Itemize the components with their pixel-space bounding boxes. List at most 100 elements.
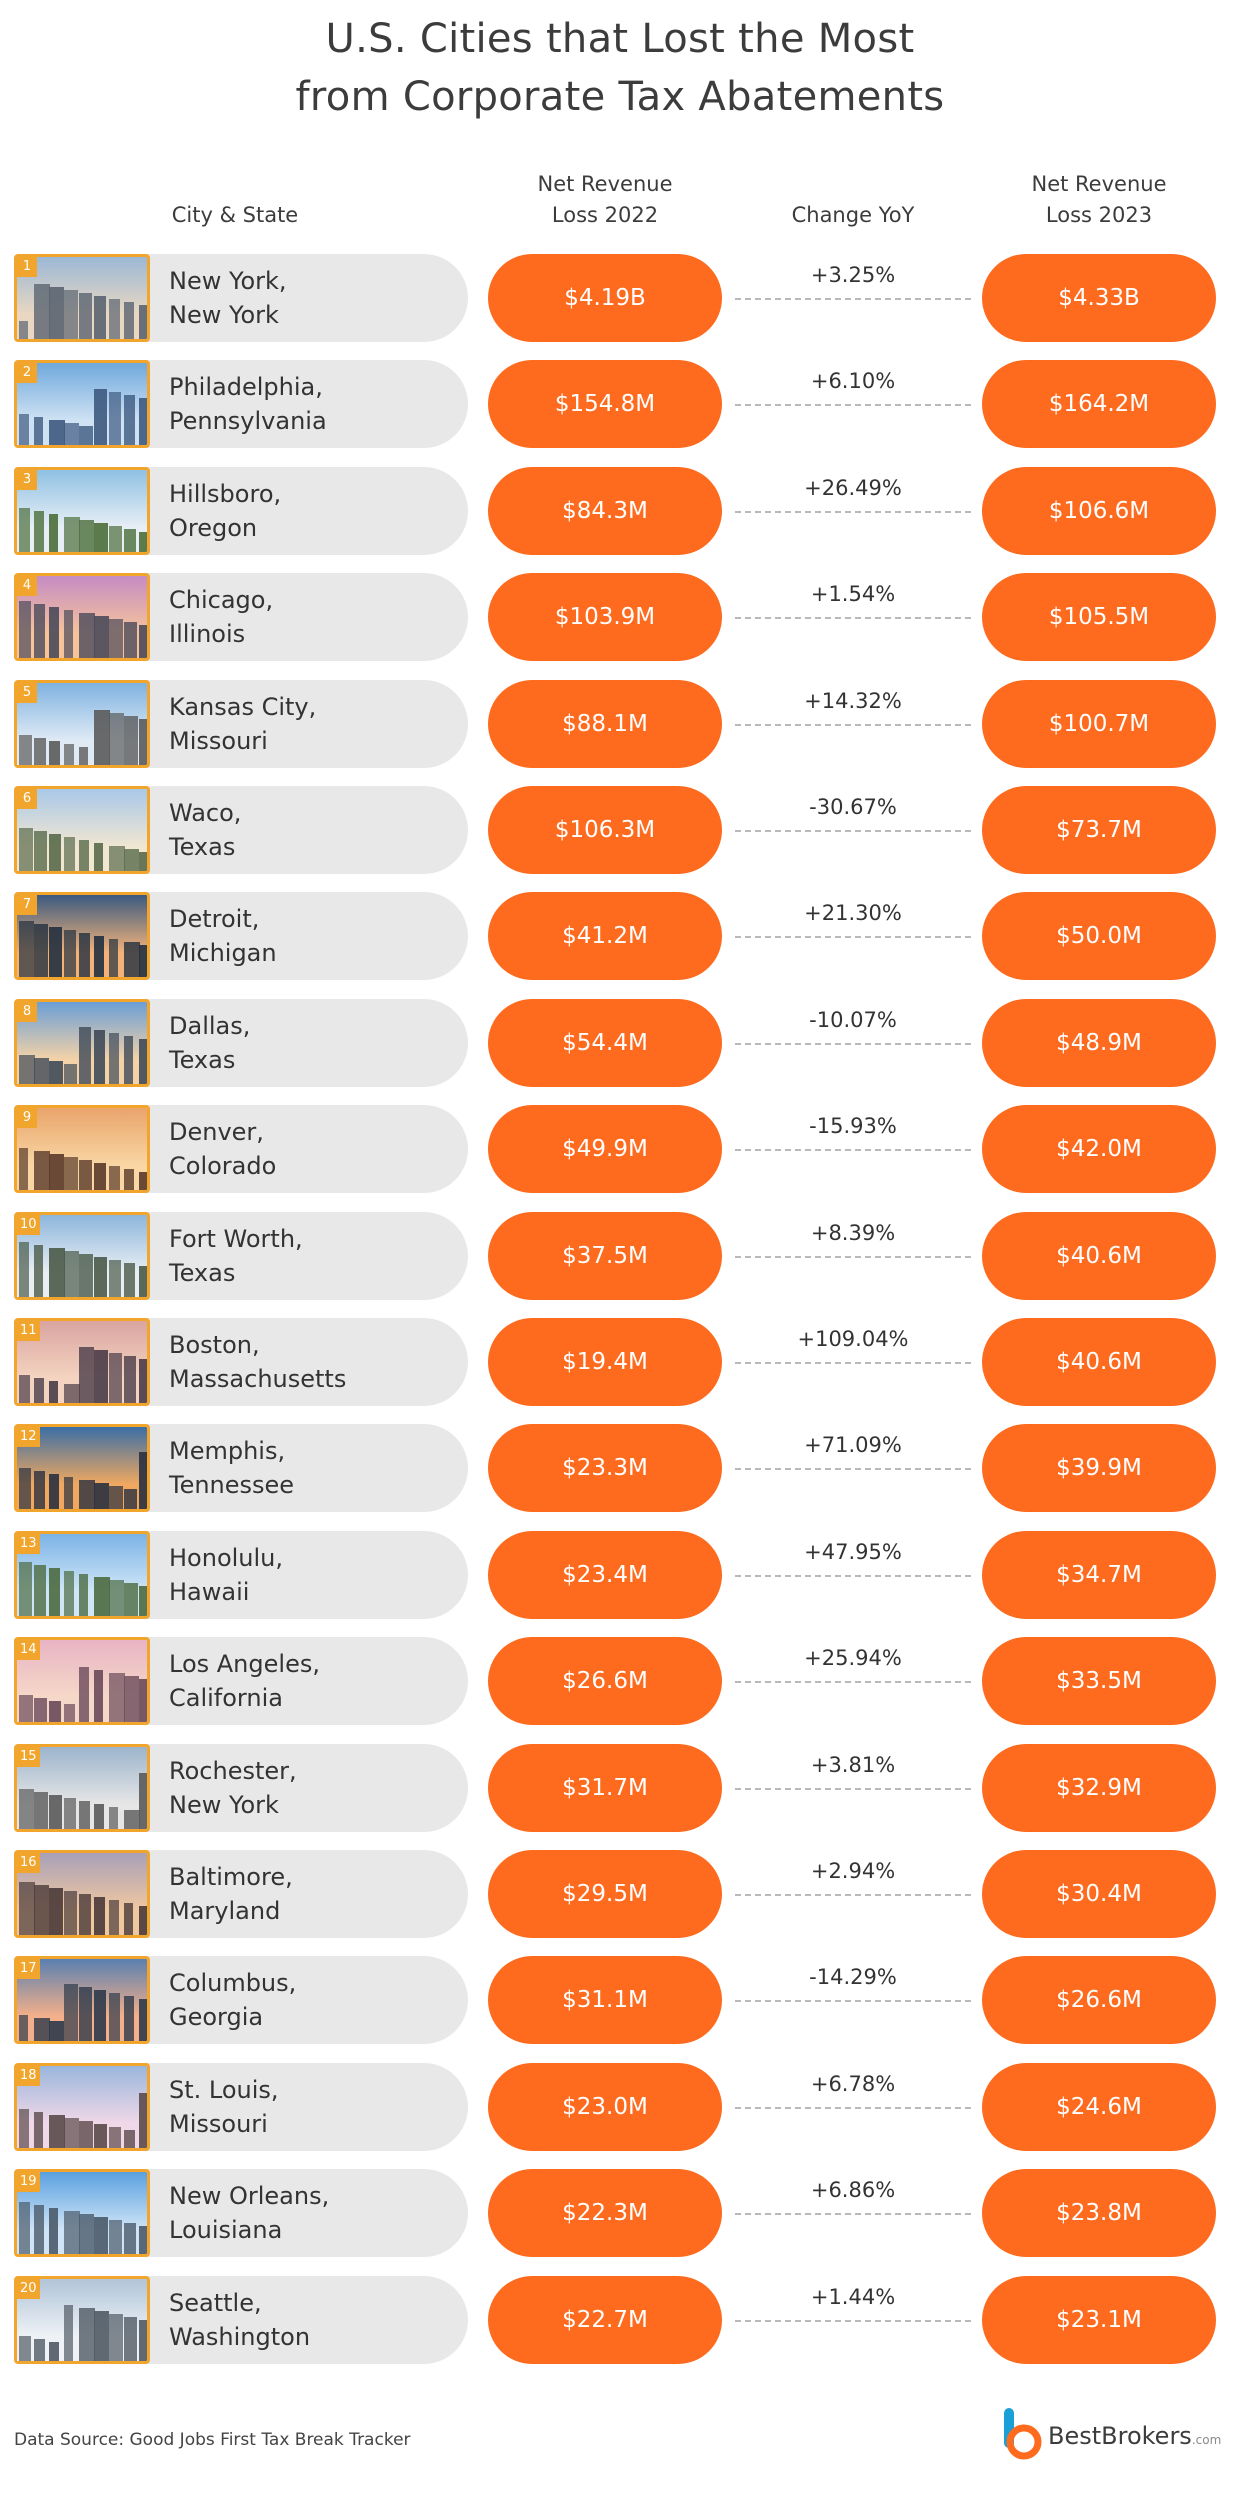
- building-shape: [19, 1055, 35, 1084]
- building-shape: [109, 299, 120, 339]
- building-shape: [124, 716, 138, 765]
- building-shape: [109, 2127, 121, 2148]
- building-shape: [94, 2124, 107, 2148]
- building-shape: [79, 613, 95, 658]
- building-shape: [49, 1381, 58, 1403]
- bestbrokers-logo: BestBrokers.com: [1002, 2406, 1227, 2460]
- building-shape: [139, 1039, 147, 1084]
- loss-2022-value: $19.4M: [488, 1318, 722, 1406]
- building-shape: [64, 2305, 73, 2361]
- building-shape: [124, 1356, 136, 1403]
- city-pill: 9 Denver, Colorado: [14, 1105, 468, 1193]
- building-shape: [64, 1798, 76, 1829]
- change-yoy-value: -15.93%: [809, 1114, 897, 1138]
- building-shape: [139, 2320, 147, 2361]
- building-shape: [109, 1166, 120, 1190]
- loss-2022-value: $49.9M: [488, 1105, 722, 1193]
- building-shape: [94, 1670, 103, 1722]
- building-shape: [79, 2121, 93, 2148]
- building-shape: [124, 1996, 134, 2041]
- city-name: Los Angeles,: [169, 1650, 320, 1678]
- building-shape: [124, 1903, 133, 1935]
- building-shape: [34, 1058, 49, 1084]
- building-shape: [49, 1701, 61, 1722]
- table-row: 9 Denver, Colorado $49.9M -15.93% $42.0M: [14, 1105, 1226, 1193]
- city-photo: 4: [14, 573, 150, 661]
- loss-2022-value: $23.0M: [488, 2063, 722, 2151]
- building-shape: [124, 1810, 140, 1829]
- loss-2023-value: $164.2M: [982, 360, 1216, 448]
- city-name: Baltimore,: [169, 1863, 293, 1891]
- building-shape: [34, 2205, 44, 2254]
- change-yoy-value: +1.54%: [810, 582, 896, 606]
- city-photo: 10: [14, 1212, 150, 1300]
- city-pill: 13 Honolulu, Hawaii: [14, 1531, 468, 1619]
- building-shape: [94, 1804, 104, 1829]
- city-name: Detroit,: [169, 905, 260, 933]
- loss-2023-value: $34.7M: [982, 1531, 1216, 1619]
- loss-2023-value: $73.7M: [982, 786, 1216, 874]
- change-yoy-value: +3.81%: [810, 1753, 896, 1777]
- building-shape: [19, 2202, 30, 2254]
- building-shape: [19, 1789, 34, 1829]
- loss-2023-value: $23.8M: [982, 2169, 1216, 2257]
- change-yoy-value: +6.10%: [810, 369, 896, 393]
- building-shape: [34, 284, 50, 339]
- table-row: 17 Columbus, Georgia $31.1M -14.29% $26.6M: [14, 1956, 1226, 2044]
- city-state-label: Denver, Colorado: [169, 1115, 459, 1183]
- table-row: 3 Hillsboro, Oregon $84.3M +26.49% $106.6M: [14, 467, 1226, 555]
- building-shape: [64, 1157, 78, 1190]
- building-shape: [19, 1148, 28, 1190]
- state-name: Tennessee: [169, 1471, 295, 1499]
- building-shape: [124, 1676, 139, 1722]
- rank-badge: 18: [17, 2066, 40, 2086]
- building-shape: [124, 1263, 135, 1297]
- building-shape: [64, 1064, 77, 1084]
- table-row: 11 Boston, Massachusetts $19.4M +109.04% $40.…: [14, 1318, 1226, 1406]
- state-name: Illinois: [169, 620, 246, 648]
- loss-2023-value: $42.0M: [982, 1105, 1216, 1193]
- building-shape: [124, 1036, 133, 1084]
- loss-2023-value: $30.4M: [982, 1850, 1216, 1938]
- rank-badge: 16: [17, 1853, 40, 1873]
- city-photo: 13: [14, 1531, 150, 1619]
- building-shape: [139, 625, 147, 658]
- city-state-label: Los Angeles, California: [169, 1647, 459, 1715]
- building-shape: [49, 420, 65, 445]
- rank-badge: 11: [17, 1321, 40, 1341]
- building-shape: [64, 1891, 77, 1935]
- loss-2023-value: $50.0M: [982, 892, 1216, 980]
- loss-2022-value: $4.19B: [488, 254, 722, 342]
- state-name: Michigan: [169, 939, 277, 967]
- building-shape: [109, 1580, 124, 1616]
- building-shape: [109, 1033, 119, 1084]
- city-pill: 16 Baltimore, Maryland: [14, 1850, 468, 1938]
- building-shape: [34, 2339, 45, 2361]
- state-name: Texas: [169, 833, 236, 861]
- building-shape: [49, 741, 60, 765]
- loss-2022-value: $23.4M: [488, 1531, 722, 1619]
- building-shape: [109, 1353, 122, 1403]
- building-shape: [19, 1882, 35, 1935]
- building-shape: [94, 1163, 106, 1190]
- header-loss-2023-line-1: Net Revenue: [1031, 172, 1167, 196]
- connector-dash-line: [735, 830, 971, 832]
- building-shape: [124, 1583, 138, 1616]
- building-shape: [49, 2342, 59, 2361]
- building-shape: [79, 1347, 94, 1403]
- city-name: Columbus,: [169, 1969, 297, 1997]
- city-pill: 10 Fort Worth, Texas: [14, 1212, 468, 1300]
- rank-badge: 2: [17, 363, 37, 383]
- change-yoy-value: +109.04%: [797, 1327, 909, 1351]
- building-shape: [139, 2226, 147, 2254]
- city-state-label: New Orleans, Louisiana: [169, 2179, 459, 2247]
- building-shape: [94, 523, 108, 552]
- building-shape: [19, 828, 33, 871]
- loss-2022-value: $41.2M: [488, 892, 722, 980]
- city-pill: 14 Los Angeles, California: [14, 1637, 468, 1725]
- city-name: Boston,: [169, 1331, 260, 1359]
- city-pill: 19 New Orleans, Louisiana: [14, 2169, 468, 2257]
- building-shape: [34, 1378, 44, 1403]
- city-state-label: Waco, Texas: [169, 796, 459, 864]
- building-shape: [34, 924, 48, 977]
